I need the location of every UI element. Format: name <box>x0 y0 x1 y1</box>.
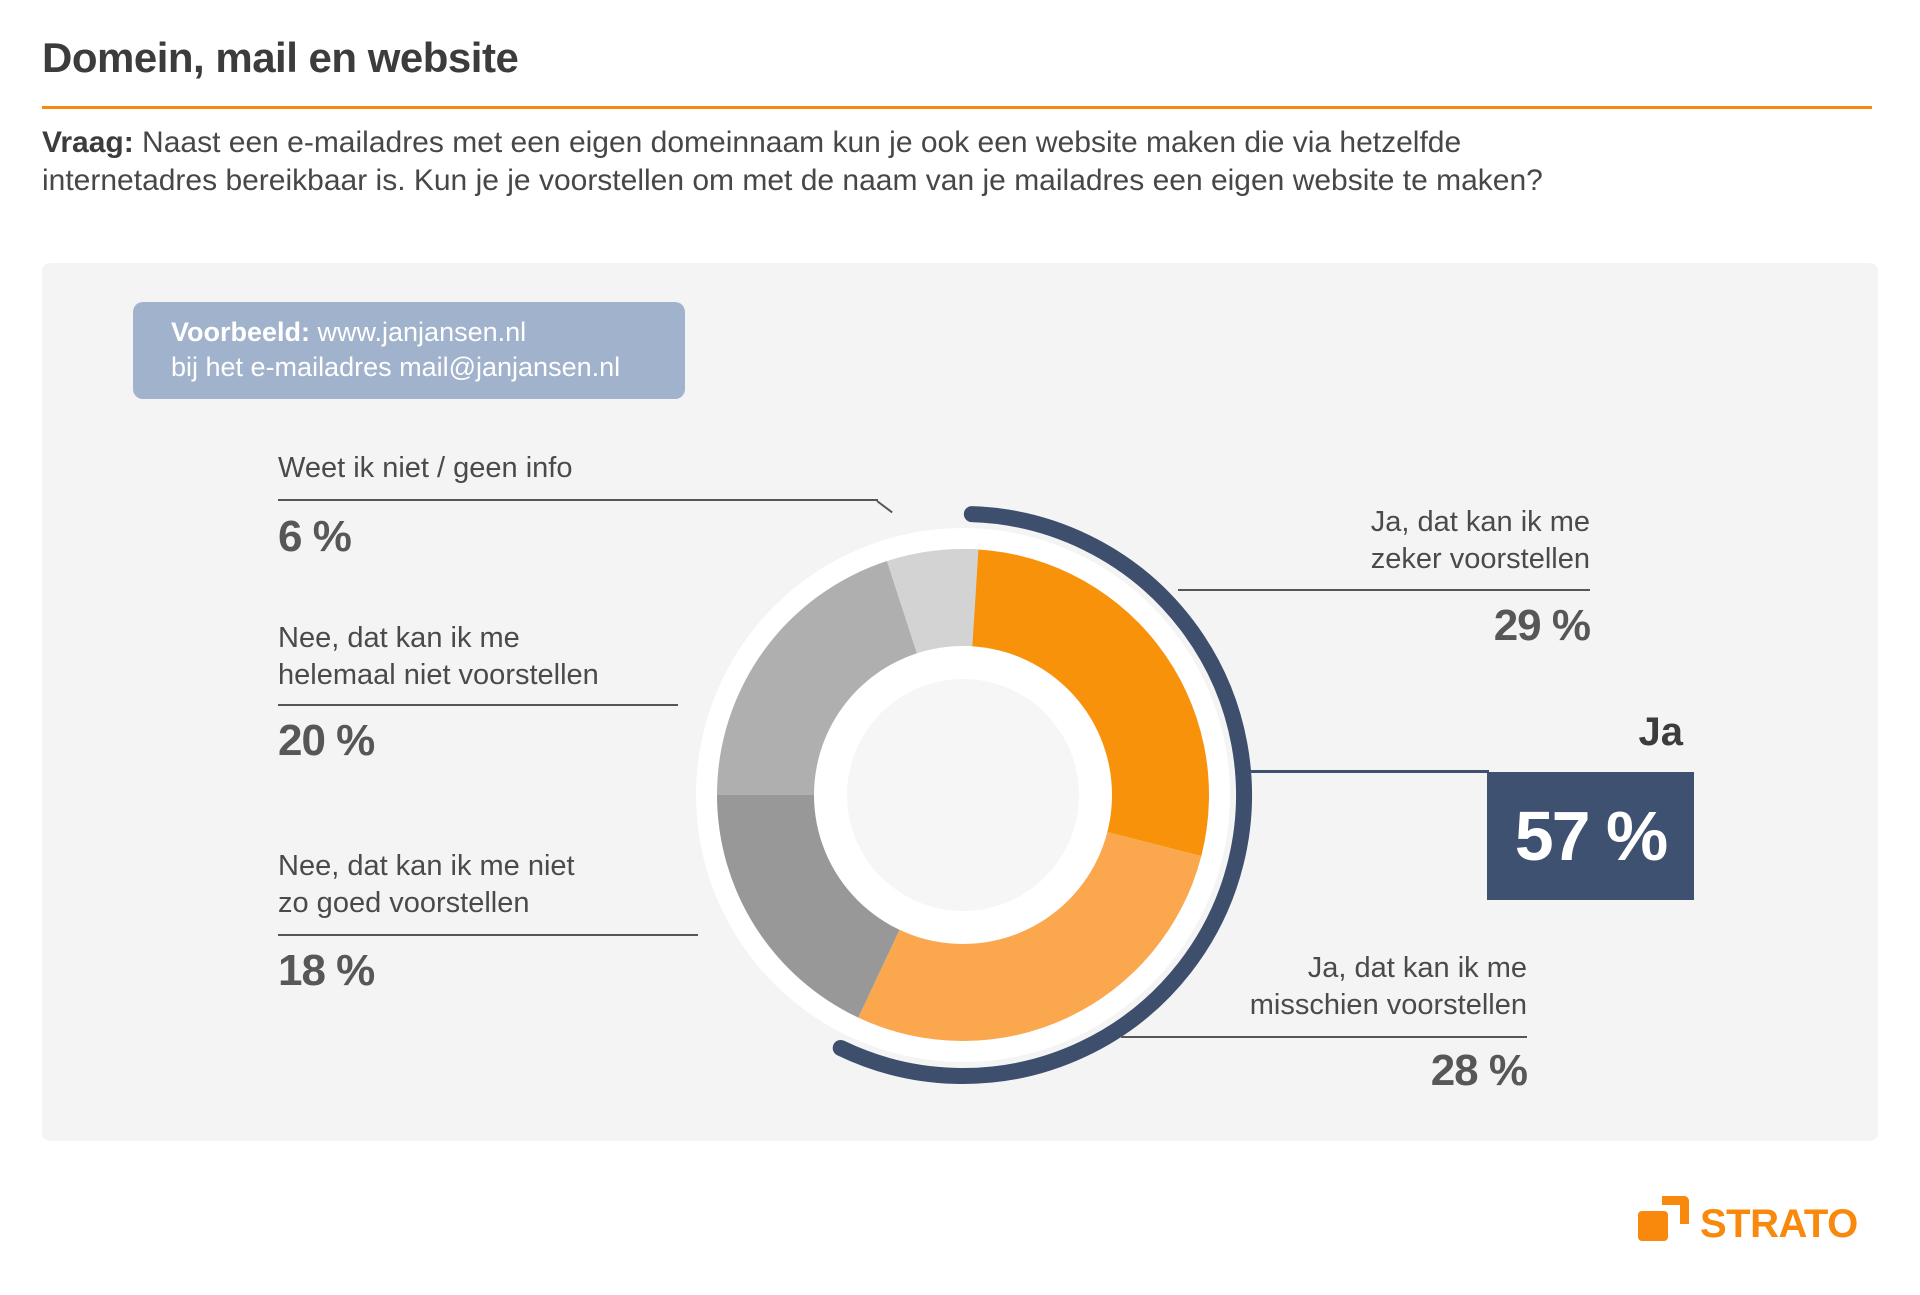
question-text: Vraag: Naast een e-mailadres met een eig… <box>42 124 1802 200</box>
strato-logo: STRATO <box>1638 1196 1878 1252</box>
question-label: Vraag: <box>42 126 134 159</box>
example-label: Voorbeeld: <box>171 317 311 347</box>
title-divider <box>42 106 1872 109</box>
callout-misschien-line <box>1121 1036 1527 1038</box>
callout-zeker-line <box>1178 589 1590 591</box>
strato-logo-mark-icon <box>1638 1211 1668 1241</box>
callout-misschien-value: 28 % <box>1430 1046 1528 1095</box>
strato-logo-text: STRATO <box>1700 1202 1858 1246</box>
callout-helemaal-niet-value: 20 % <box>278 716 375 765</box>
strato-logo-flag-icon <box>1662 1196 1689 1205</box>
callout-weet-ik-niet-label: Weet ik niet / geen info <box>278 452 573 484</box>
callout-zeker-label: Ja, dat kan ik me zeker voorstellen <box>1370 506 1590 575</box>
callout-weet-ik-niet-value: 6 % <box>278 512 352 561</box>
total-connector-line <box>1249 770 1489 773</box>
callout-weet-ik-niet-line <box>278 499 878 501</box>
question-line-2: internetadres bereikbaar is. Kun je je v… <box>42 164 1543 197</box>
callout-niet-zo-goed-label: Nee, dat kan ik me niet zo goed voorstel… <box>278 850 575 919</box>
total-value: 57 % <box>1514 797 1669 875</box>
example-line-2: bij het e-mailadres mail@janjansen.nl <box>171 352 621 382</box>
callout-helemaal-niet-line <box>278 704 678 706</box>
callout-zeker-value: 29 % <box>1493 601 1591 650</box>
donut-chart <box>696 506 1252 1084</box>
callout-helemaal-niet-label: Nee, dat kan ik me helemaal niet voorste… <box>278 622 599 691</box>
total-ja-label: Ja <box>1638 710 1684 754</box>
strato-logo-flag-side-icon <box>1680 1196 1689 1224</box>
callout-niet-zo-goed-value: 18 % <box>278 946 375 995</box>
callout-niet-zo-goed-line <box>278 934 698 936</box>
page-title: Domein, mail en website <box>42 34 519 81</box>
total-box: 57 % <box>1487 772 1694 900</box>
callout-misschien-label: Ja, dat kan ik me misschien voorstellen <box>1249 952 1527 1021</box>
example-line-1: Voorbeeld: www.janjansen.nl <box>171 317 527 347</box>
question-line-1: Vraag: Naast een e-mailadres met een eig… <box>42 126 1462 159</box>
example-box: Voorbeeld: www.janjansen.nl bij het e-ma… <box>133 302 685 399</box>
